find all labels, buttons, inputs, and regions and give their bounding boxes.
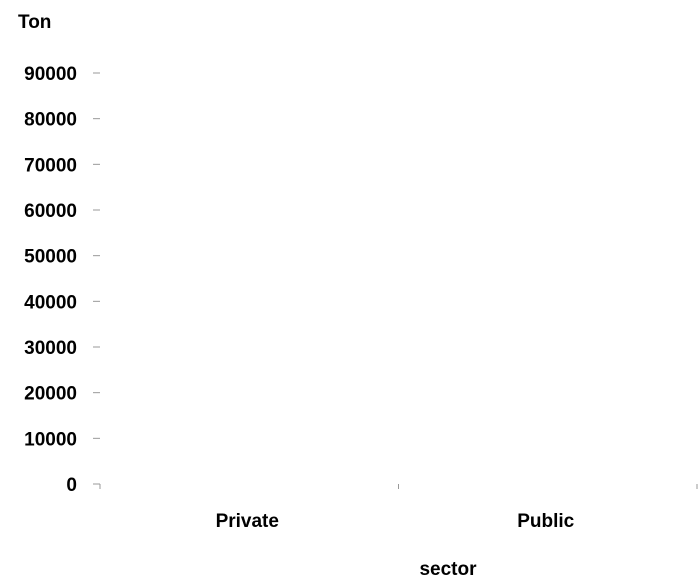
- x-tick-label: Public: [517, 511, 574, 532]
- y-tick-label: 40000: [24, 292, 77, 313]
- y-tick-label: 10000: [24, 429, 77, 450]
- y-tick-label: 90000: [24, 64, 77, 85]
- y-tick-label: 50000: [24, 247, 77, 268]
- y-tick-label: 80000: [24, 110, 77, 131]
- y-tick-label: 60000: [24, 201, 77, 222]
- y-tick-label: 30000: [24, 338, 77, 359]
- y-axis: 0 10000 20000 30000 40000 50000 60000 70000 8000…: [24, 64, 101, 496]
- y-axis-title: Ton: [18, 12, 51, 33]
- x-axis: Private Public: [216, 484, 698, 532]
- y-tick-label: 70000: [24, 155, 77, 176]
- x-axis-title: sector: [419, 559, 477, 580]
- x-tick-label: Private: [216, 511, 279, 532]
- y-tick-label: 0: [66, 475, 77, 496]
- y-tick-label: 20000: [24, 384, 77, 405]
